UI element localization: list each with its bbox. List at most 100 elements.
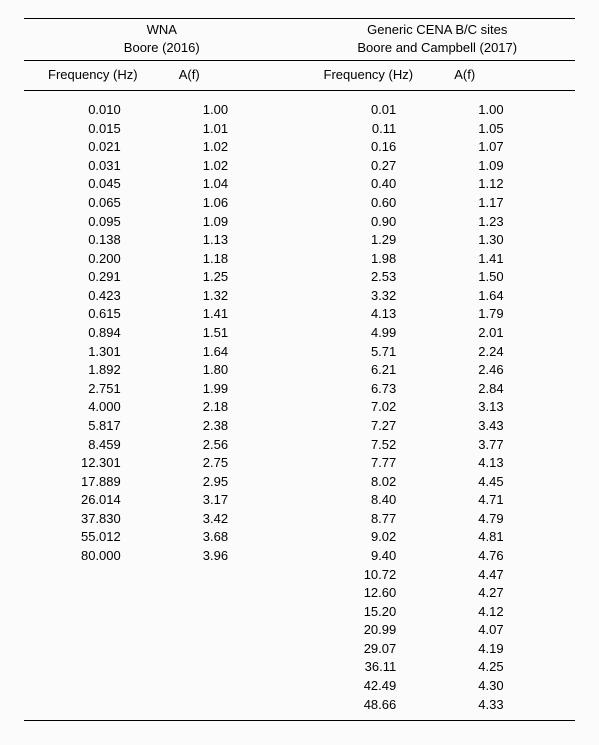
cell-frequency: 0.11 xyxy=(300,120,467,139)
cell-af: 1.00 xyxy=(466,101,575,120)
cell-af: 1.50 xyxy=(466,268,575,287)
bottom-rule xyxy=(24,720,575,721)
table-row: 7.273.43 xyxy=(300,417,576,436)
cell-af: 4.12 xyxy=(466,603,575,622)
cell-af: 1.02 xyxy=(191,138,300,157)
table-row: 4.0002.18 xyxy=(24,398,300,417)
cell-af: 1.64 xyxy=(466,287,575,306)
table-row: 12.604.27 xyxy=(300,584,576,603)
cell-af: 2.56 xyxy=(191,436,300,455)
table-row: 9.024.81 xyxy=(300,528,576,547)
cell-frequency: 0.60 xyxy=(300,194,467,213)
header-right: Generic CENA B/C sites Boore and Campbel… xyxy=(300,21,576,56)
table-row: 0.6151.41 xyxy=(24,305,300,324)
cell-af: 1.30 xyxy=(466,231,575,250)
cell-af: 4.47 xyxy=(466,566,575,585)
cell-af: 1.23 xyxy=(466,213,575,232)
cell-af: 1.09 xyxy=(191,213,300,232)
cell-af: 2.84 xyxy=(466,380,575,399)
cell-frequency: 0.200 xyxy=(24,250,191,269)
cell-af: 1.12 xyxy=(466,175,575,194)
cell-frequency: 0.045 xyxy=(24,175,191,194)
table-row: 0.0311.02 xyxy=(24,157,300,176)
cell-af: 3.17 xyxy=(191,491,300,510)
cell-af: 1.01 xyxy=(191,120,300,139)
cell-frequency: 10.72 xyxy=(300,566,467,585)
cell-frequency: 1.29 xyxy=(300,231,467,250)
cell-af: 2.95 xyxy=(191,473,300,492)
cell-frequency: 0.065 xyxy=(24,194,191,213)
table-row: 0.8941.51 xyxy=(24,324,300,343)
cell-frequency: 6.73 xyxy=(300,380,467,399)
cell-frequency: 20.99 xyxy=(300,621,467,640)
cell-frequency: 12.301 xyxy=(24,454,191,473)
cell-frequency: 0.095 xyxy=(24,213,191,232)
table-row: 55.0123.68 xyxy=(24,528,300,547)
cell-frequency: 0.01 xyxy=(300,101,467,120)
cell-frequency: 36.11 xyxy=(300,658,467,677)
table-row: 0.901.23 xyxy=(300,213,576,232)
table-row: 37.8303.42 xyxy=(24,510,300,529)
table-row: 0.1381.13 xyxy=(24,231,300,250)
table-row: 0.2001.18 xyxy=(24,250,300,269)
table-row: 1.291.30 xyxy=(300,231,576,250)
cell-af: 1.79 xyxy=(466,305,575,324)
cell-af: 4.79 xyxy=(466,510,575,529)
cell-af: 1.07 xyxy=(466,138,575,157)
cell-af: 1.17 xyxy=(466,194,575,213)
cell-frequency: 5.817 xyxy=(24,417,191,436)
cell-af: 1.51 xyxy=(191,324,300,343)
cell-frequency: 37.830 xyxy=(24,510,191,529)
cell-frequency: 0.615 xyxy=(24,305,191,324)
table-row: 0.011.00 xyxy=(300,101,576,120)
cell-frequency: 0.27 xyxy=(300,157,467,176)
table-row: 48.664.33 xyxy=(300,696,576,715)
cell-af: 4.07 xyxy=(466,621,575,640)
table-row: 0.161.07 xyxy=(300,138,576,157)
cell-af: 1.32 xyxy=(191,287,300,306)
cell-af: 1.00 xyxy=(191,101,300,120)
table-row: 1.8921.80 xyxy=(24,361,300,380)
col-af-right: A(f) xyxy=(444,61,575,90)
table-row: 42.494.30 xyxy=(300,677,576,696)
col-af-left: A(f) xyxy=(169,61,300,90)
cell-frequency: 3.32 xyxy=(300,287,467,306)
cell-frequency: 4.000 xyxy=(24,398,191,417)
cell-af: 1.64 xyxy=(191,343,300,362)
table-row: 80.0003.96 xyxy=(24,547,300,566)
table-row: 7.523.77 xyxy=(300,436,576,455)
table-row: 20.994.07 xyxy=(300,621,576,640)
table-row: 4.992.01 xyxy=(300,324,576,343)
table-row: 8.4592.56 xyxy=(24,436,300,455)
cell-frequency: 48.66 xyxy=(300,696,467,715)
cell-frequency: 0.010 xyxy=(24,101,191,120)
col-freq-right: Frequency (Hz) xyxy=(300,61,445,90)
table-row: 0.271.09 xyxy=(300,157,576,176)
cell-af: 3.68 xyxy=(191,528,300,547)
cell-frequency: 7.52 xyxy=(300,436,467,455)
cell-af: 2.75 xyxy=(191,454,300,473)
cell-af: 4.71 xyxy=(466,491,575,510)
table-row: 3.321.64 xyxy=(300,287,576,306)
cell-frequency: 8.02 xyxy=(300,473,467,492)
table-row: 6.732.84 xyxy=(300,380,576,399)
cell-frequency: 12.60 xyxy=(300,584,467,603)
table-row: 0.601.17 xyxy=(300,194,576,213)
table-row: 12.3012.75 xyxy=(24,454,300,473)
cell-af: 4.25 xyxy=(466,658,575,677)
cell-af: 2.38 xyxy=(191,417,300,436)
table-row: 2.531.50 xyxy=(300,268,576,287)
cell-af: 1.05 xyxy=(466,120,575,139)
cell-af: 4.76 xyxy=(466,547,575,566)
cell-af: 4.13 xyxy=(466,454,575,473)
table-row: 15.204.12 xyxy=(300,603,576,622)
table-row: 0.0151.01 xyxy=(24,120,300,139)
cell-af: 3.96 xyxy=(191,547,300,566)
table-row: 8.404.71 xyxy=(300,491,576,510)
table-row: 36.114.25 xyxy=(300,658,576,677)
table-row: 10.724.47 xyxy=(300,566,576,585)
cell-frequency: 0.021 xyxy=(24,138,191,157)
left-column: 0.0101.000.0151.010.0211.020.0311.020.04… xyxy=(24,101,300,714)
cell-frequency: 8.459 xyxy=(24,436,191,455)
table-row: 2.7511.99 xyxy=(24,380,300,399)
